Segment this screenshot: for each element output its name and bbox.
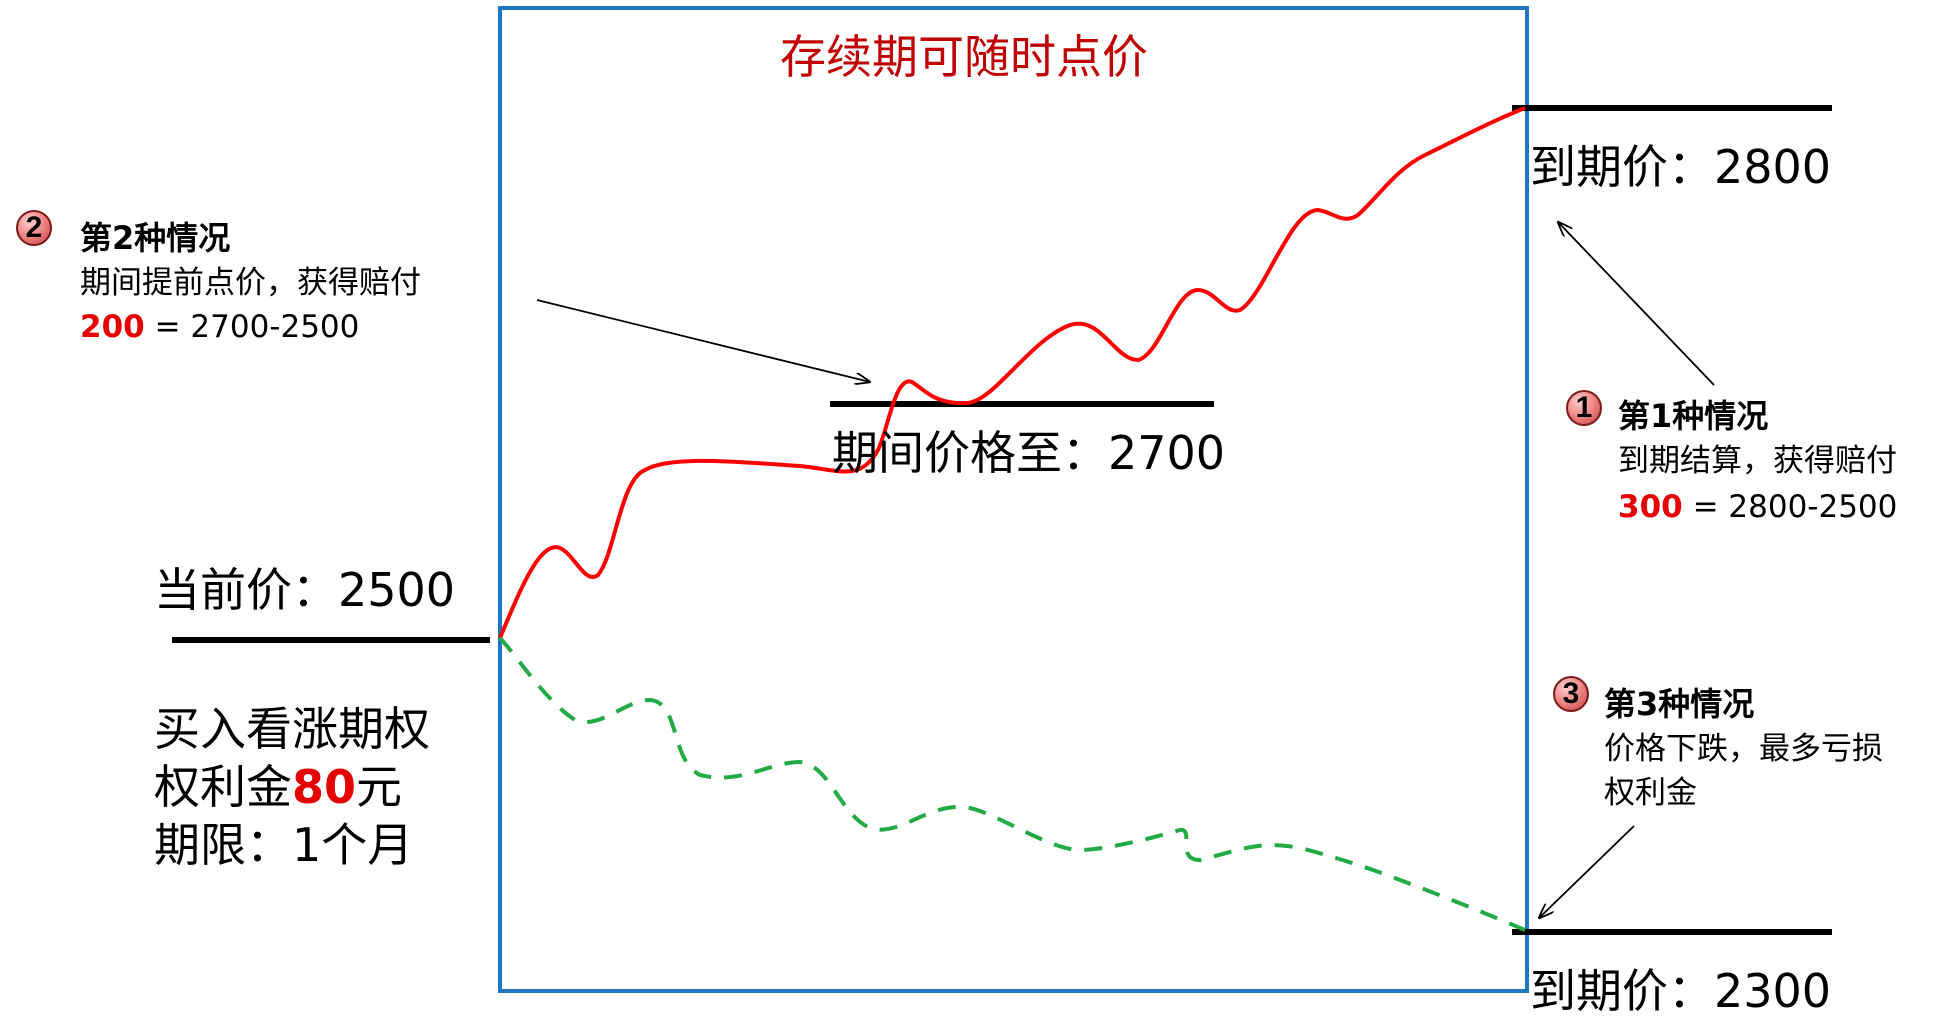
expiry-low-text: 到期价： [1530, 964, 1714, 1018]
price-down-path [498, 636, 1526, 932]
option-premium: 权利金80元 [154, 764, 402, 810]
case2-desc: 期间提前点价，获得赔付 [80, 265, 421, 301]
expiry-low-label: 到期价：2300 [1530, 968, 1831, 1014]
case3-arrow [1539, 825, 1635, 918]
case1-badge: 1 [1566, 390, 1602, 426]
expiry-low-value: 2300 [1714, 964, 1832, 1018]
case2-title: 第2种情况 [80, 219, 231, 257]
case2-formula-line: 200 = 2700-2500 [80, 312, 359, 343]
case1-desc: 到期结算，获得赔付 [1618, 443, 1897, 479]
case2-formula: = 2700-2500 [144, 309, 360, 345]
premium-prefix: 权利金 [154, 760, 292, 814]
option-type: 买入看涨期权 [154, 702, 430, 756]
current-price-value: 2500 [338, 563, 456, 617]
case1-payout: 300 [1618, 489, 1683, 525]
case1-formula: = 2800-2500 [1682, 489, 1898, 525]
current-price-label: 当前价：2500 [154, 567, 455, 613]
case1-arrow [1558, 222, 1715, 386]
premium-suffix: 元 [356, 760, 403, 814]
case3-title: 第3种情况 [1604, 685, 1755, 723]
case2-badge: 2 [16, 210, 52, 246]
mid-price-label: 期间价格至：2700 [832, 430, 1225, 476]
option-term: 期限：1个月 [154, 818, 414, 872]
period-title: 存续期可随时点价 [780, 30, 1148, 84]
case3-desc-line2: 权利金 [1604, 775, 1697, 811]
expiry-high-text: 到期价： [1530, 140, 1714, 194]
case2-arrow [536, 299, 870, 382]
case1-formula-line: 300 = 2800-2500 [1618, 492, 1897, 523]
expiry-high-value: 2800 [1714, 140, 1832, 194]
mid-price-value: 2700 [1108, 426, 1226, 480]
case3-desc-line1: 价格下跌，最多亏损 [1604, 731, 1883, 767]
case1-title: 第1种情况 [1618, 397, 1769, 435]
current-price-text: 当前价： [154, 563, 338, 617]
case3-badge: 3 [1553, 676, 1589, 712]
price-up-path [498, 106, 1526, 639]
premium-value: 80 [292, 760, 357, 814]
period-box [498, 6, 1529, 993]
mid-price-text: 期间价格至： [832, 426, 1108, 480]
expiry-high-label: 到期价：2800 [1530, 144, 1831, 190]
case2-payout: 200 [80, 309, 145, 345]
